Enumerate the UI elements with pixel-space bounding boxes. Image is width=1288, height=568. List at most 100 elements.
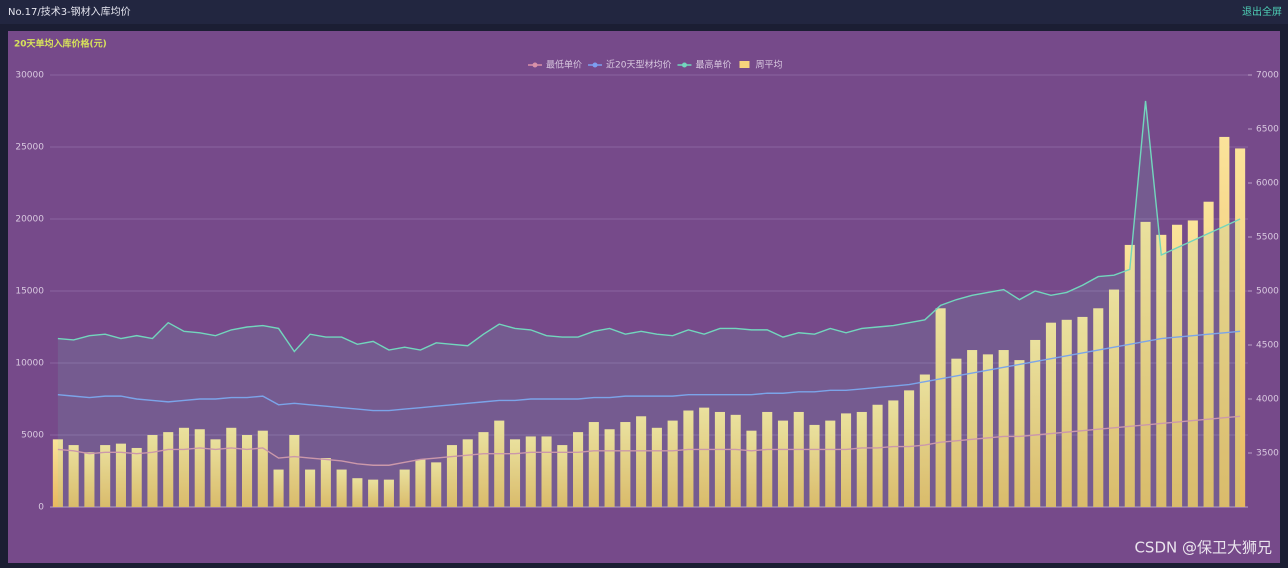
bar [525,436,536,507]
bar [573,432,584,507]
y-tick-label: 15000 [15,287,44,297]
bar [1235,148,1246,507]
bar [604,429,615,507]
y-tick-label: 10000 [15,359,44,369]
bar [194,429,205,507]
bar [178,427,190,507]
legend-swatch [739,61,750,68]
y2-tick-label: 6000 [1256,179,1279,189]
bar [131,447,142,507]
bar [446,445,458,507]
bar [399,469,410,507]
bar [336,469,347,507]
legend-swatch [681,62,687,68]
bar [1077,316,1088,507]
y-tick-label: 0 [38,503,44,513]
y2-tick-label: 5500 [1256,233,1279,243]
bar [825,420,836,507]
legend-swatch [532,62,538,68]
bar [683,410,694,507]
bar [462,439,473,507]
y-tick-label: 5000 [21,431,44,441]
bar [620,422,631,507]
bar [935,308,946,507]
bar [951,358,962,507]
bar [226,427,237,507]
bar [967,350,978,507]
bar [730,414,741,507]
bar [509,439,521,507]
watermark: CSDN @保卫大狮兄 [1134,539,1272,557]
bar [147,435,158,507]
bar [68,445,79,507]
bar [1124,244,1135,508]
bar [1172,224,1183,507]
bar [52,439,63,507]
line [57,330,1241,412]
bar [1140,221,1151,507]
y2-tick-label: 6500 [1256,125,1279,135]
legend-label: 最高单价 [695,59,731,71]
bar [1156,234,1167,507]
bar [809,424,820,507]
y2-tick-label: 3500 [1256,449,1279,459]
exit-fullscreen[interactable]: 退出全屏 [1242,5,1282,18]
line [57,100,1241,353]
bar [998,350,1009,507]
y-tick-label: 30000 [15,71,44,81]
bar [100,445,111,507]
legend-swatch [592,62,598,68]
bar [746,430,757,507]
bar [1014,360,1025,507]
bar [1061,319,1072,507]
y2-tick-label: 5000 [1256,287,1279,297]
bar [320,458,331,507]
chart-subtitle: 20天单均入库价格(元) [14,38,107,50]
bar [856,411,867,507]
legend-label: 近20天型材均价 [606,59,671,71]
bar [667,420,678,507]
y2-tick-label: 7000 [1256,71,1279,81]
bar [1203,201,1214,507]
bar [115,443,126,507]
y2-tick-label: 4000 [1256,395,1279,405]
bar [872,404,883,507]
bar [415,459,426,507]
bar [888,400,899,507]
bar [541,436,552,507]
bar [793,411,804,507]
bar [762,411,773,507]
bar [1030,339,1041,507]
bar [982,354,993,507]
bar [257,430,268,507]
bar [352,478,363,507]
bar [84,452,95,507]
bar [699,407,710,507]
page-title: No.17/技术3-钢材入库均价 [8,5,131,18]
bar [777,420,789,507]
bar [904,390,915,507]
bar [289,435,300,507]
bar [557,445,568,507]
bar [1108,289,1120,507]
y2-tick-label: 4500 [1256,341,1279,351]
bar [1093,308,1104,507]
bar [1045,322,1057,507]
bar [273,469,284,507]
bar [588,422,599,507]
legend-label: 周平均 [755,59,782,71]
bar [163,432,174,507]
bar [840,413,852,507]
bar [1187,220,1198,507]
bar [431,462,442,507]
bar [241,435,253,507]
bar [494,420,505,507]
bar [383,479,394,507]
area [57,100,1241,508]
bar [636,416,647,507]
bar [305,469,316,507]
y-tick-label: 25000 [15,143,44,153]
y-tick-label: 20000 [15,215,44,225]
bar [714,411,725,507]
